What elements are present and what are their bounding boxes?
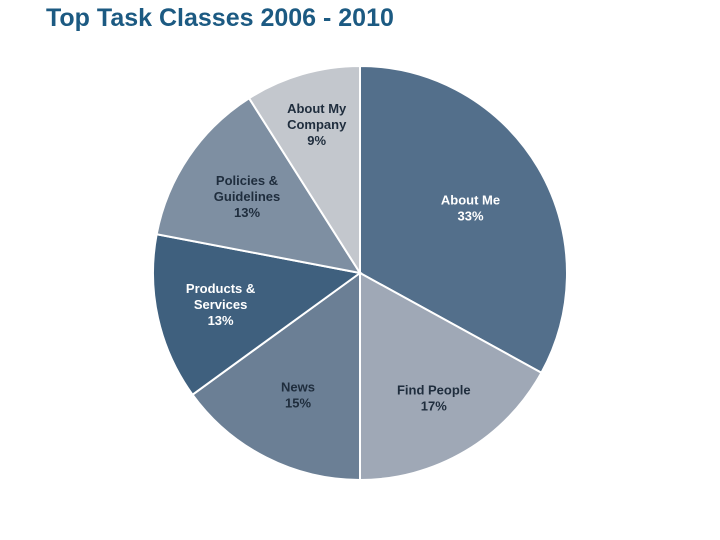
pie-label-line: 33% xyxy=(457,209,483,224)
pie-slice-news xyxy=(191,271,361,482)
pie-label-line: Guidelines xyxy=(214,189,280,204)
pie-label-line: About My xyxy=(287,101,347,116)
pie-label-line: Company xyxy=(287,117,347,132)
pie-slices xyxy=(152,64,568,482)
pie-label-line: Policies & xyxy=(216,173,278,188)
pie-slice-about-my-company xyxy=(247,64,361,277)
pie-labels: About Me 33% Find People 17% News 15% Products… xyxy=(186,101,500,414)
pie-label-news: News 15% xyxy=(281,380,315,411)
pie-label-about-me: About Me 33% xyxy=(441,193,500,224)
pie-label-line: About Me xyxy=(441,193,500,208)
pie-label-line: Services xyxy=(194,297,248,312)
pie-slice-find-people xyxy=(359,271,543,482)
pie-slice-about-me xyxy=(359,64,568,375)
pie-label-policies-and-guidelines: Policies & Guidelines 13% xyxy=(214,173,280,220)
pie-slice-products-and-services xyxy=(152,233,363,397)
pie-label-find-people: Find People 17% xyxy=(397,383,471,414)
pie-label-products-and-services: Products & Services 13% xyxy=(186,281,255,328)
pie-slice-policies-and-guidelines xyxy=(155,96,363,275)
pie-label-about-my-company: About My Company 9% xyxy=(287,101,347,148)
pie-label-line: 13% xyxy=(234,205,260,220)
pie-label-line: Products & xyxy=(186,281,255,296)
pie-label-line: 9% xyxy=(307,133,326,148)
slide-title: Top Task Classes 2006 - 2010 xyxy=(46,4,394,32)
pie-label-line: Find People xyxy=(397,383,471,398)
pie-label-line: 17% xyxy=(421,399,447,414)
pie-label-line: News xyxy=(281,380,315,395)
pie-label-line: 13% xyxy=(208,313,234,328)
pie-label-line: 15% xyxy=(285,396,311,411)
